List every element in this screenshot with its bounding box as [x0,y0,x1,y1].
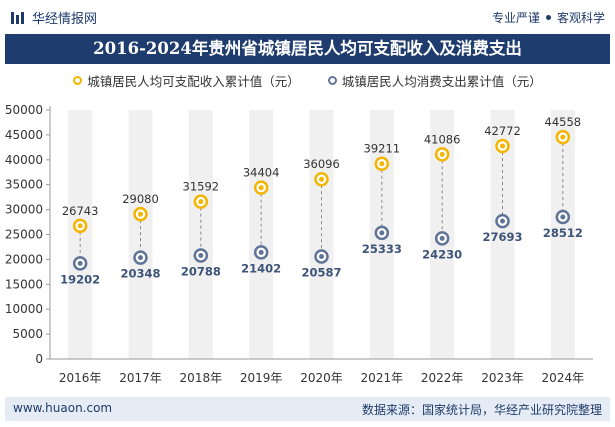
website-link[interactable]: www.huaon.com [13,401,113,415]
y-tick-label: 20000 [5,252,43,266]
y-tick-label: 10000 [5,302,43,316]
x-tick-label: 2022年 [421,371,464,385]
column-band [249,110,274,359]
x-tick-label: 2023年 [481,371,524,385]
x-tick-label: 2020年 [300,371,343,385]
chart-area: 0 5000 10000 15000 20000 25000 30000 35000 40000… [5,103,593,385]
y-tick-label: 45000 [5,128,43,142]
title-bar: 2016-2024年贵州省城镇居民人均可支配收入及消费支出 [5,34,610,64]
income-data-label: 31592 [183,180,220,194]
legend-marker-consumption [327,75,337,85]
consumption-point-core [319,253,324,259]
brand: 华经情报网 [10,8,97,27]
consumption-data-label: 20788 [181,264,221,278]
income-point-core [319,176,324,182]
income-data-label: 36096 [303,157,340,171]
consumption-data-label: 19202 [60,272,100,286]
y-tick-label: 30000 [5,203,43,217]
top-bar: 华经情报网 专业严谨 客观科学 [0,0,615,34]
x-tick-label: 2024年 [542,371,585,385]
legend-marker-income [73,75,83,85]
slogan-tag-1: 专业严谨 [491,11,540,25]
legend-item-income: 城镇居民人均可支配收入累计值（元） [73,71,300,90]
slogan-tag-2: 客观科学 [556,11,605,25]
y-tick-label: 50000 [5,103,43,117]
x-tick-label: 2018年 [180,371,223,385]
bullet-icon [545,15,551,20]
legend-label-income: 城镇居民人均可支配收入累计值（元） [87,73,300,89]
y-tick-label: 15000 [5,277,43,291]
income-point-core [500,143,505,149]
consumption-data-label: 25333 [362,242,402,256]
chart-title: 2016-2024年贵州省城镇居民人均可支配收入及消费支出 [93,39,522,58]
y-tick-label: 40000 [5,153,43,167]
income-data-label: 42772 [484,124,521,138]
x-tick-label: 2019年 [240,371,283,385]
brand-name: 华经情报网 [32,12,98,27]
consumption-data-label: 27693 [482,230,522,244]
y-tick-label: 5000 [12,327,43,341]
consumption-point-core [77,260,83,266]
x-tick-label: 2017年 [119,371,162,385]
income-point-core [379,161,385,167]
income-data-label: 39211 [364,142,401,156]
slogan: 专业严谨 客观科学 [492,9,605,26]
consumption-point-core [379,230,385,236]
legend-item-consumption: 城镇居民人均消费支出累计值（元） [327,71,542,90]
income-point-core [138,211,143,217]
logo-icon [11,11,24,24]
consumption-data-label: 28512 [543,226,583,240]
legend-label-consumption: 城镇居民人均消费支出累计值（元） [341,73,542,89]
income-data-label: 29080 [122,192,159,206]
income-point-core [439,151,445,157]
consumption-point-core [138,255,143,261]
data-source: 数据来源：国家统计局，华经产业研究院整理 [361,403,602,417]
income-data-label: 34404 [243,166,280,180]
income-point-core [77,223,83,229]
x-tick-label: 2016年 [59,371,102,385]
income-point-core [258,185,264,191]
consumption-point-core [198,252,204,258]
income-data-label: 26743 [62,204,99,218]
y-tick-label: 0 [35,352,43,366]
consumption-point-core [258,249,264,255]
income-data-label: 41086 [424,132,461,146]
legend: 城镇居民人均可支配收入累计值（元） 城镇居民人均消费支出累计值（元） [0,68,615,92]
consumption-data-label: 20587 [301,265,341,279]
y-tick-label: 35000 [5,178,43,192]
y-tick-label: 25000 [5,228,43,242]
footer: www.huaon.com 数据来源：国家统计局，华经产业研究院整理 [5,397,610,421]
x-tick-label: 2021年 [361,371,404,385]
income-point-core [198,199,204,205]
income-point-core [560,134,566,140]
consumption-point-core [560,214,566,220]
consumption-data-label: 21402 [241,261,281,275]
consumption-point-core [500,218,505,224]
consumption-point-core [439,235,445,241]
consumption-data-label: 24230 [422,247,462,261]
income-data-label: 44558 [545,115,582,129]
consumption-data-label: 20348 [120,267,160,281]
